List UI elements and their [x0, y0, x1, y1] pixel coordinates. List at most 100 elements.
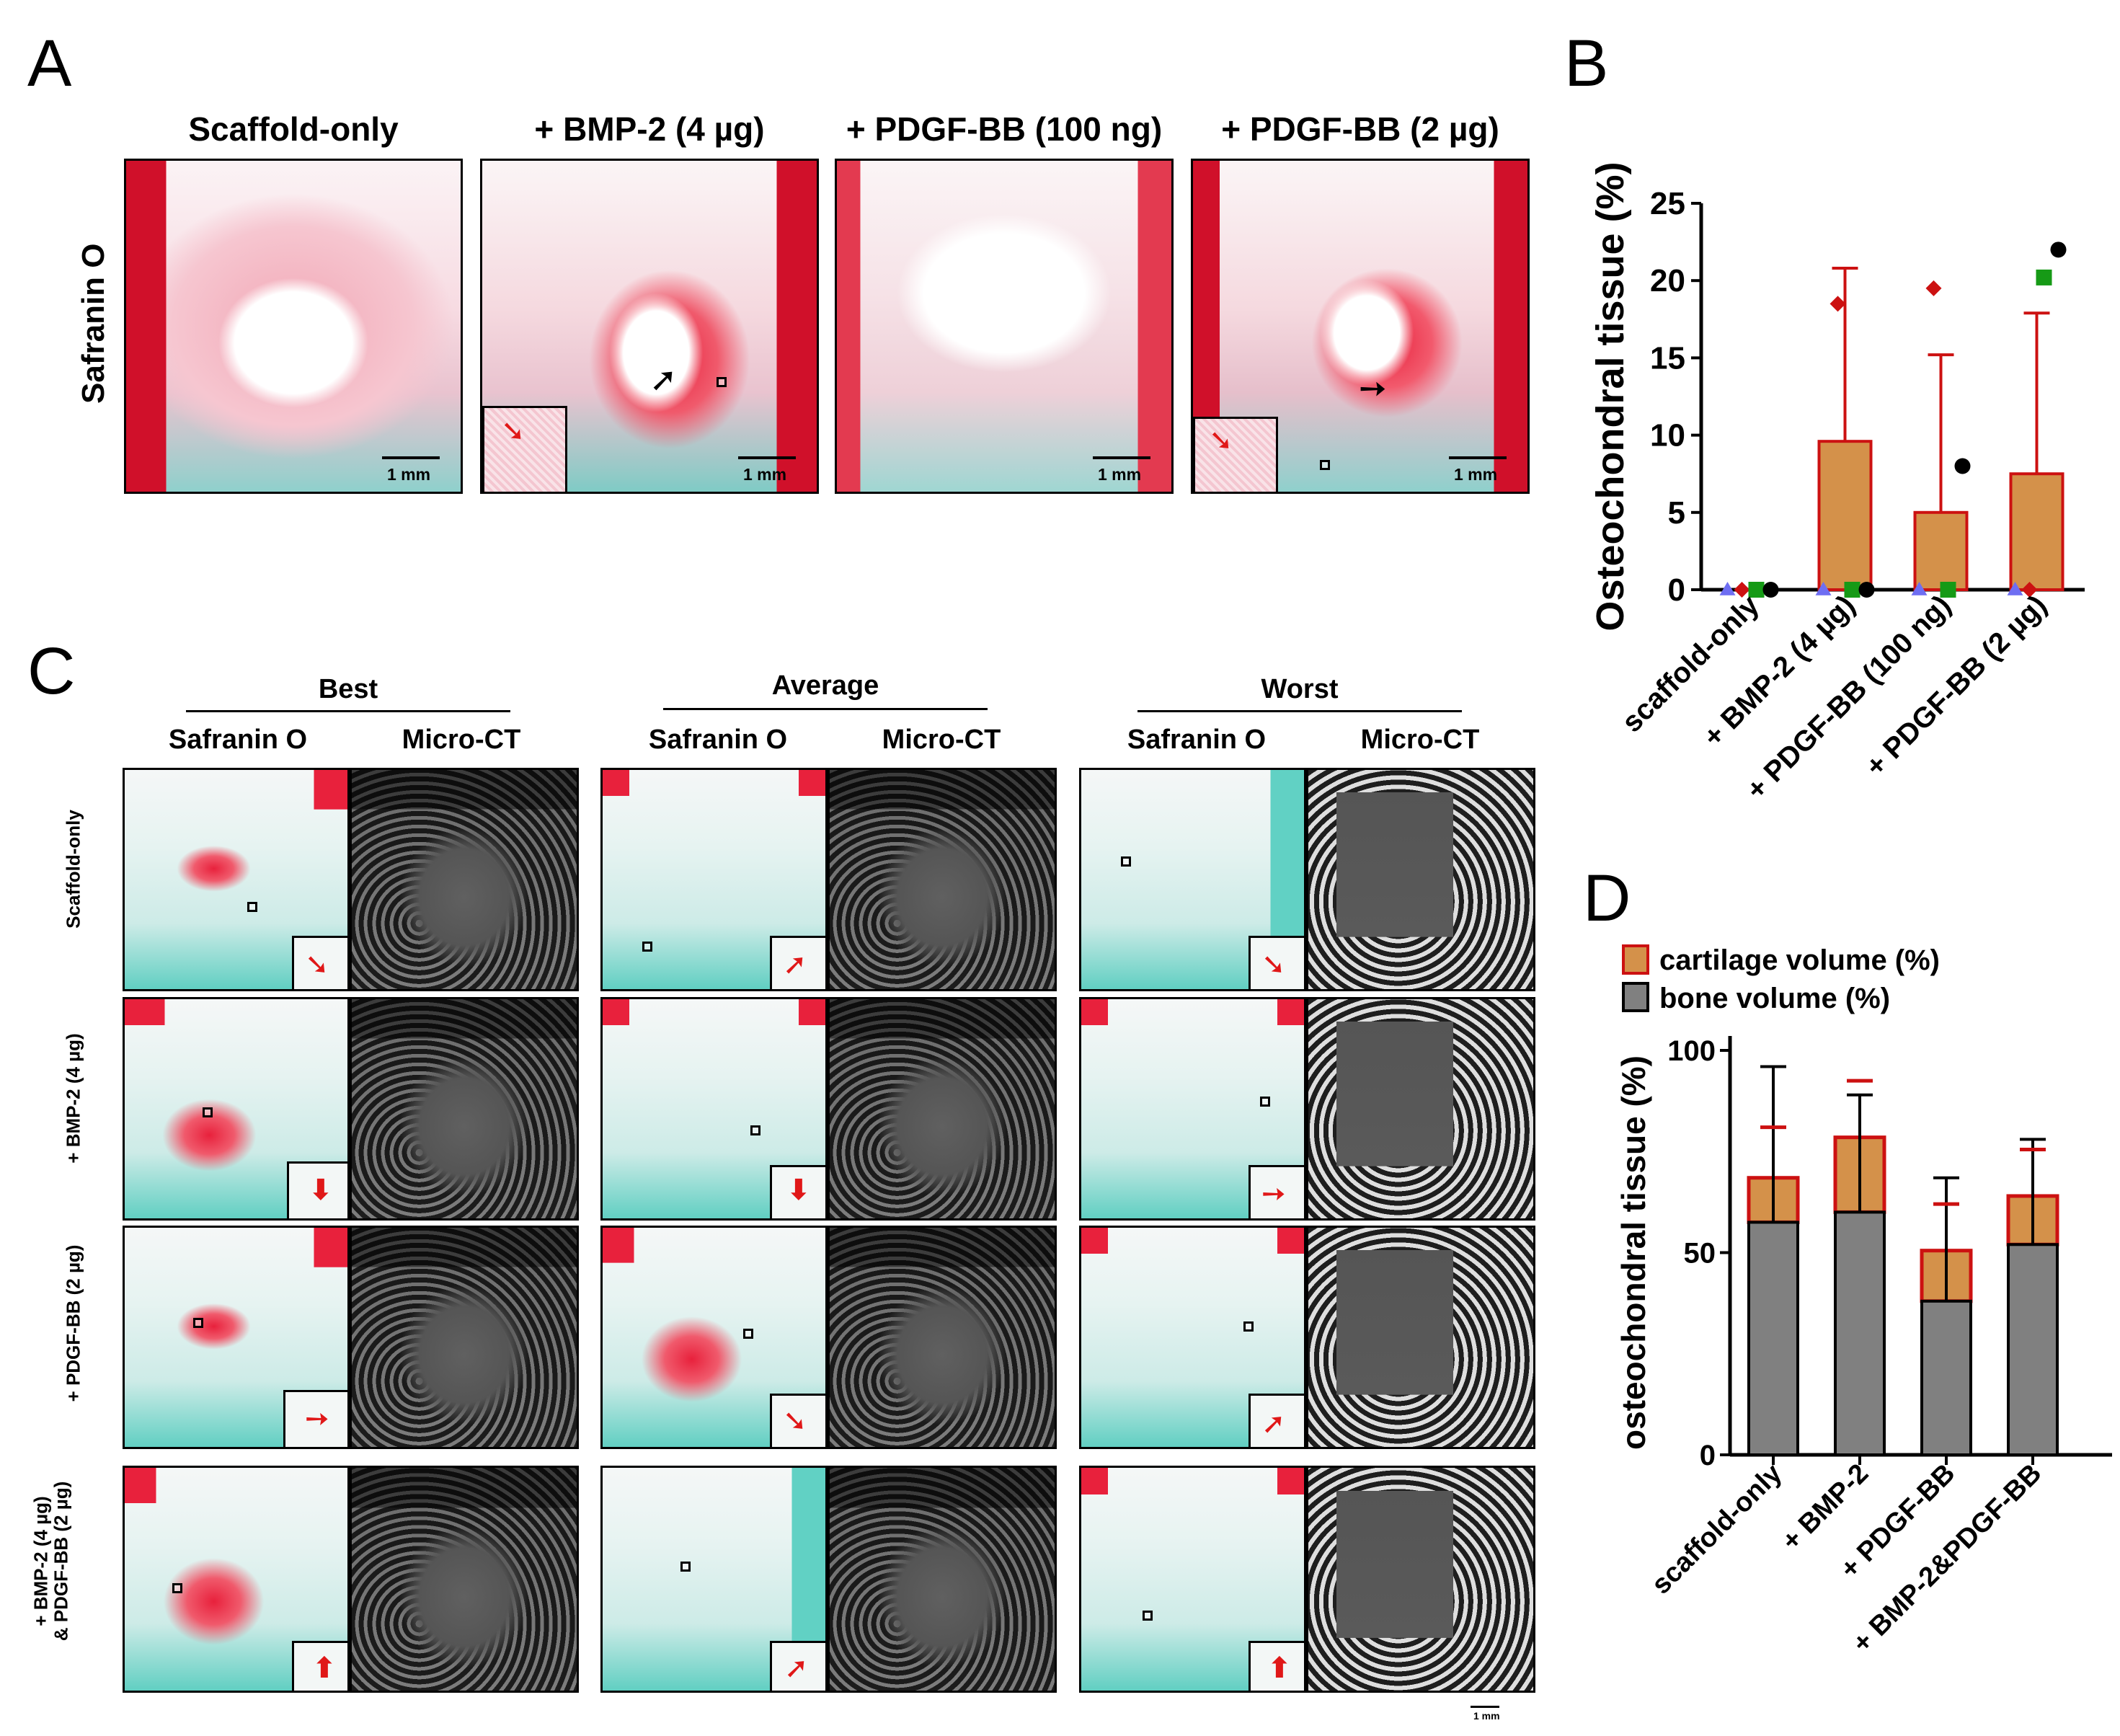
panelC-safranin-best-combo: ⬆ — [123, 1466, 350, 1693]
data-point — [2050, 242, 2067, 258]
data-point — [1925, 280, 1942, 296]
panelC-microct-worst-combo — [1306, 1466, 1535, 1693]
panelA-image-scaffold-only: 1 mm — [124, 159, 463, 494]
panelC-microct-average-combo — [828, 1466, 1057, 1693]
panelC-microct-average-pdgf — [828, 1226, 1057, 1449]
legend-swatch-cartilage — [1622, 944, 1649, 975]
data-point — [1844, 582, 1860, 598]
panelC-sub-microct: Micro-CT — [402, 725, 521, 755]
inset — [1249, 1641, 1304, 1691]
panelC-sub-safranin: Safranin O — [648, 725, 788, 755]
panelC-row-label-pdgf: + PDGF-BB (2 µg) — [62, 1244, 84, 1402]
red-arrow-icon: ➙ — [1261, 1178, 1286, 1210]
panelC-row-label-scaffold: Scaffold-only — [62, 810, 84, 929]
panelC-safranin-average-combo: ➚ — [600, 1466, 828, 1693]
red-arrow-icon: ⬇ — [786, 1174, 811, 1206]
region-box — [750, 1125, 760, 1135]
inset — [770, 1641, 825, 1691]
inset — [292, 1641, 347, 1691]
region-box — [1143, 1611, 1153, 1621]
y-tick-label: 5 — [1668, 495, 1685, 531]
panelA-image-pdgf-2ug: ➘ ➙ 1 mm — [1191, 159, 1530, 494]
data-point — [1940, 582, 1956, 598]
data-point — [2036, 269, 2052, 285]
red-arrow-icon: ➘ — [1261, 949, 1286, 980]
data-point — [2007, 582, 2023, 595]
chart-d: cartilage volume (%) bone volume (%) 0 50 10… — [1615, 944, 2112, 1659]
y-tick-label: 15 — [1650, 340, 1685, 376]
red-arrow-icon: ➘ — [305, 949, 329, 980]
bar — [2009, 472, 2064, 592]
red-arrow-icon: ➚ — [1261, 1408, 1286, 1440]
scale-label: 1 mm — [1454, 465, 1498, 484]
panelA-col-title-1: Scaffold-only — [188, 110, 399, 148]
panelC-microct-best-scaffold — [350, 768, 579, 991]
red-arrow-icon: ➘ — [783, 1405, 807, 1437]
region-box — [743, 1329, 753, 1339]
red-arrow-icon: ⬇ — [309, 1174, 333, 1206]
panelA-col-title-3: + PDGF-BB (100 ng) — [846, 110, 1163, 148]
panelC-microct-best-combo — [350, 1466, 579, 1693]
red-arrow-icon: ⬆ — [312, 1652, 337, 1684]
red-arrow-icon: ➘ — [1209, 425, 1233, 456]
y-axis-label: Osteochondral tissue (%) — [1589, 161, 1632, 631]
y-tick-label: 50 — [1684, 1238, 1716, 1270]
group-divider — [1137, 710, 1462, 712]
inset — [770, 936, 825, 989]
panelC-sub-safranin: Safranin O — [168, 725, 308, 755]
inset — [283, 1390, 347, 1447]
data-point — [1830, 296, 1846, 312]
region-box — [680, 1562, 691, 1572]
y-tick-label: 0 — [1668, 572, 1685, 608]
inset — [1249, 936, 1304, 989]
black-arrow-icon: ➚ — [649, 360, 678, 398]
inset — [292, 936, 347, 989]
data-point — [1734, 582, 1750, 598]
bar — [1913, 510, 1969, 591]
panelC-safranin-worst-combo: ⬆ — [1079, 1466, 1306, 1693]
bar-bone — [1920, 1299, 1972, 1456]
inset — [770, 1394, 825, 1447]
panelC-safranin-worst-scaffold: ➘ — [1079, 768, 1306, 991]
panelC-group-average: Average — [771, 670, 879, 701]
panelC-safranin-best-pdgf: ➙ — [123, 1226, 350, 1449]
panelA-col-title-4: + PDGF-BB (2 µg) — [1221, 110, 1499, 148]
scale-bar — [738, 456, 796, 459]
scale-bar — [1093, 456, 1150, 459]
legend-label-cartilage: cartilage volume (%) — [1659, 944, 1940, 976]
data-point — [1858, 582, 1875, 598]
scale-label: 1 mm — [743, 465, 787, 484]
panelC-safranin-average-pdgf: ➘ — [600, 1226, 828, 1449]
scale-bar — [1449, 456, 1507, 459]
panelC-microct-worst-bmp2 — [1306, 997, 1535, 1221]
legend-label-bone: bone volume (%) — [1659, 983, 1890, 1014]
data-point — [1719, 582, 1736, 595]
data-point — [1762, 582, 1779, 598]
panelC-safranin-best-scaffold: ➘ — [123, 768, 350, 991]
panel-letter-a: A — [27, 27, 72, 100]
region-box — [1320, 460, 1330, 470]
panelC-microct-best-bmp2 — [350, 997, 579, 1221]
region-box — [247, 902, 257, 912]
data-point — [2021, 582, 2038, 598]
y-tick-label: 25 — [1650, 186, 1685, 221]
panelC-sub-microct: Micro-CT — [1360, 725, 1480, 755]
scale-bar — [382, 456, 440, 459]
inset — [1249, 1165, 1304, 1218]
bar — [1817, 440, 1873, 591]
red-arrow-icon: ➙ — [305, 1403, 329, 1435]
red-arrow-icon: ➘ — [501, 415, 525, 447]
panelC-safranin-best-bmp2: ⬇ — [123, 997, 350, 1221]
y-axis-label: osteochondral tissue (%) — [1615, 1055, 1652, 1450]
panelC-safranin-average-bmp2: ⬇ — [600, 997, 828, 1221]
y-tick-label: 100 — [1667, 1035, 1716, 1067]
panelA-image-bmp2: ➘ ➚ 1 mm — [480, 159, 819, 494]
bar-bone — [1834, 1210, 1886, 1456]
inset — [1193, 417, 1278, 492]
panelC-microct-average-scaffold — [828, 768, 1057, 991]
inset — [287, 1161, 347, 1218]
panelC-sub-microct: Micro-CT — [882, 725, 1001, 755]
inset — [482, 406, 567, 492]
y-tick-label: 10 — [1650, 418, 1685, 453]
